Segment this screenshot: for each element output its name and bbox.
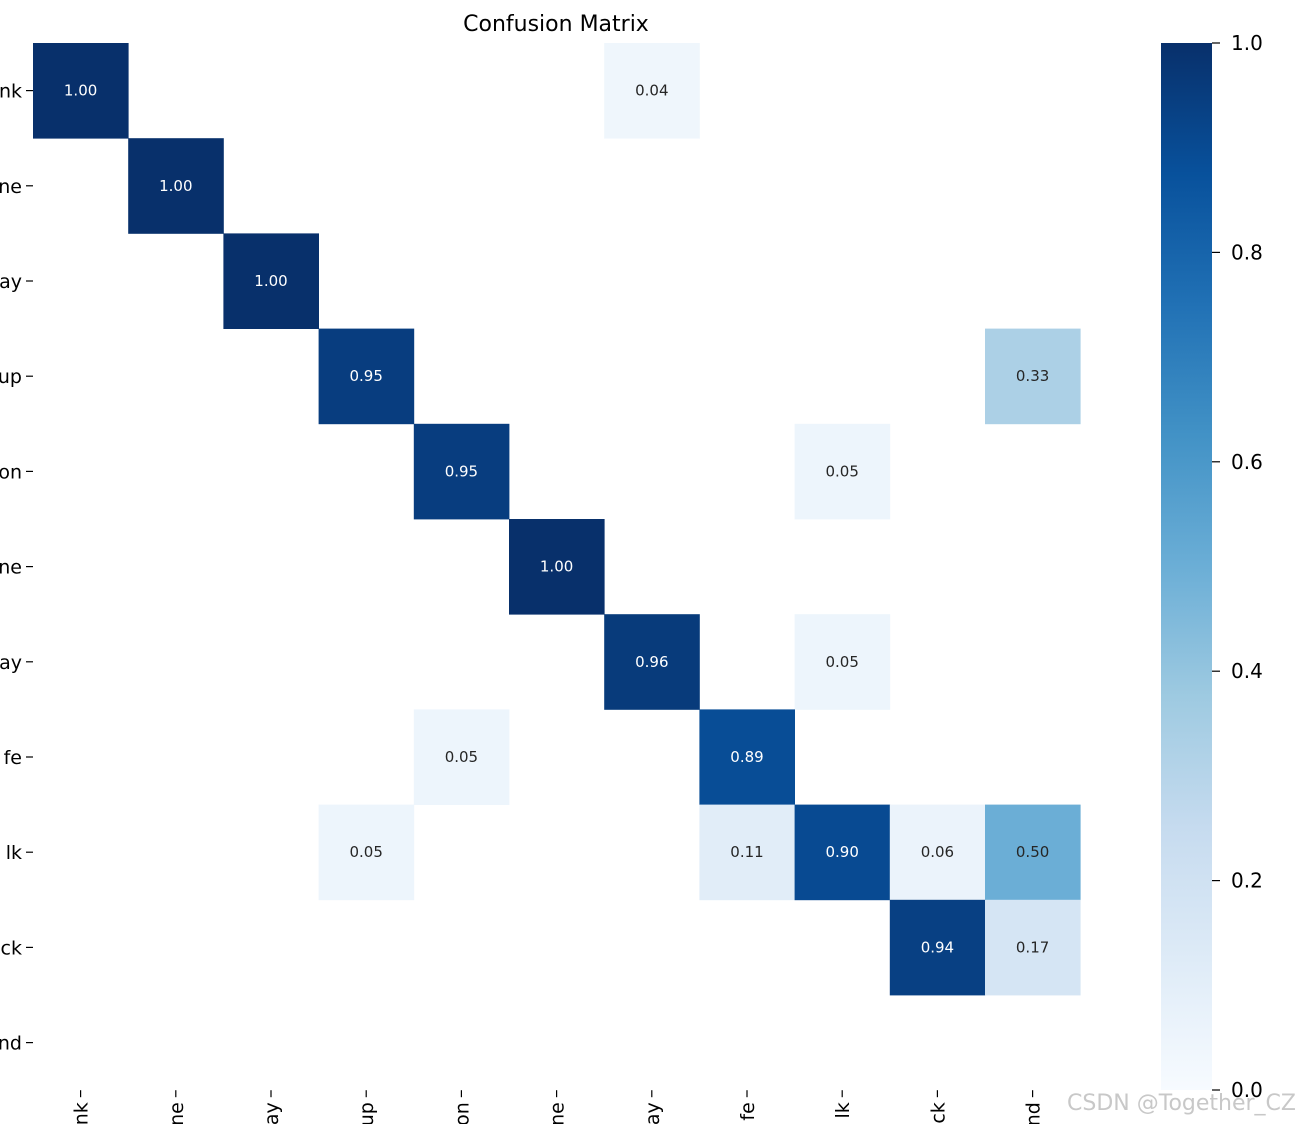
colorbar-tick-label: 1.0 xyxy=(1231,31,1263,55)
cell-value-label: 0.94 xyxy=(921,938,954,956)
cell-value-label: 0.50 xyxy=(1016,843,1049,861)
colorbar-gradient xyxy=(1161,43,1212,1090)
colorbar-tick-label: 0.4 xyxy=(1231,659,1263,683)
col-tick-label: ck xyxy=(927,1102,949,1123)
cell-value-label: 0.89 xyxy=(730,748,763,766)
colorbar-tick-label: 0.2 xyxy=(1231,869,1263,893)
row-tick-label: ne xyxy=(0,176,22,198)
heatmap-cell xyxy=(604,43,700,139)
row-tick-label: ay xyxy=(0,652,22,674)
heatmap-cell xyxy=(985,804,1081,901)
col-tick-label: ay xyxy=(642,1102,664,1124)
cell-value-label: 1.00 xyxy=(159,177,192,195)
cell-value-label: 0.05 xyxy=(445,748,478,766)
col-tick-label: nk xyxy=(71,1102,93,1124)
cell-value-label: 0.90 xyxy=(825,843,858,861)
row-tick-label: ne xyxy=(0,557,22,579)
col-tick-label: fe xyxy=(737,1102,759,1120)
heatmap-cell xyxy=(318,804,415,901)
heatmap-cell xyxy=(985,328,1081,425)
colorbar: 0.0 0.2 0.4 0.6 0.8 1.0 xyxy=(1161,31,1263,1102)
row-tick-label: ck xyxy=(1,937,22,959)
colorbar-tick-label: 0.8 xyxy=(1231,240,1263,264)
cell-value-label: 0.05 xyxy=(349,843,382,861)
cell-value-label: 0.95 xyxy=(349,367,382,385)
heatmap-cell xyxy=(794,423,891,520)
cell-value-label: 0.11 xyxy=(730,843,763,861)
cell-value-label: 1.00 xyxy=(64,82,97,100)
heatmap-cell xyxy=(889,899,986,996)
cell-value-label: 0.04 xyxy=(635,82,668,100)
heatmap-cell xyxy=(794,804,891,901)
colorbar-tick-label: 0.0 xyxy=(1231,1078,1263,1102)
cell-value-label: 0.05 xyxy=(825,653,858,671)
cell-value-label: 0.95 xyxy=(445,462,478,480)
heatmap-cell xyxy=(604,614,700,710)
colorbar-ticks: 0.0 0.2 0.4 0.6 0.8 1.0 xyxy=(1212,31,1263,1102)
heatmap-cell xyxy=(699,804,795,901)
watermark: CSDN @Together_CZ xyxy=(1067,1091,1296,1116)
cell-value-label: 1.00 xyxy=(540,558,573,576)
col-tick-label: lk xyxy=(832,1102,854,1118)
row-tick-label: ay xyxy=(0,271,22,293)
heatmap-cell xyxy=(794,614,891,710)
col-tick-label: on xyxy=(451,1102,473,1124)
row-tick-label: on xyxy=(0,461,22,483)
heatmap-cell xyxy=(128,138,224,234)
row-tick-label: nk xyxy=(0,81,22,103)
heatmap-cell xyxy=(33,43,129,139)
heatmap-cell xyxy=(509,519,605,615)
heatmap-cell xyxy=(413,709,510,805)
row-tick-label: up xyxy=(0,366,22,388)
cell-value-label: 0.17 xyxy=(1016,938,1049,956)
heatmap-cell xyxy=(985,899,1081,996)
row-tick-label: fe xyxy=(4,747,22,769)
chart-title: Confusion Matrix xyxy=(463,12,649,37)
heatmap-cell xyxy=(889,804,986,901)
heatmap-cells: 1.00 0.04 1.00 1.00 0.95 0.33 0.95 0.05 1.00 0.96… xyxy=(33,43,1081,996)
colorbar-tick-label: 0.6 xyxy=(1231,450,1263,474)
col-tick-label: up xyxy=(356,1102,378,1124)
col-tick-label: ne xyxy=(547,1102,569,1124)
row-tick-label: lk xyxy=(6,842,22,864)
cell-value-label: 0.96 xyxy=(635,653,668,671)
cell-value-label: 0.06 xyxy=(921,843,954,861)
cell-value-label: 1.00 xyxy=(254,272,287,290)
col-tick-label: ay xyxy=(261,1102,283,1124)
col-tick-label: nd xyxy=(1023,1102,1045,1124)
cell-value-label: 0.33 xyxy=(1016,367,1049,385)
cell-value-label: 0.05 xyxy=(825,462,858,480)
heatmap-cell xyxy=(413,423,510,520)
heatmap-cell xyxy=(223,233,319,329)
heatmap-cell xyxy=(318,328,415,425)
column-tick-labels: nk ne ay up on ne ay fe lk ck nd xyxy=(71,1090,1045,1124)
row-tick-label: nd xyxy=(0,1033,22,1055)
col-tick-label: ne xyxy=(166,1102,188,1124)
row-tick-labels: nk ne ay up on ne ay fe lk ck nd xyxy=(0,81,33,1055)
heatmap-cell xyxy=(699,709,795,805)
